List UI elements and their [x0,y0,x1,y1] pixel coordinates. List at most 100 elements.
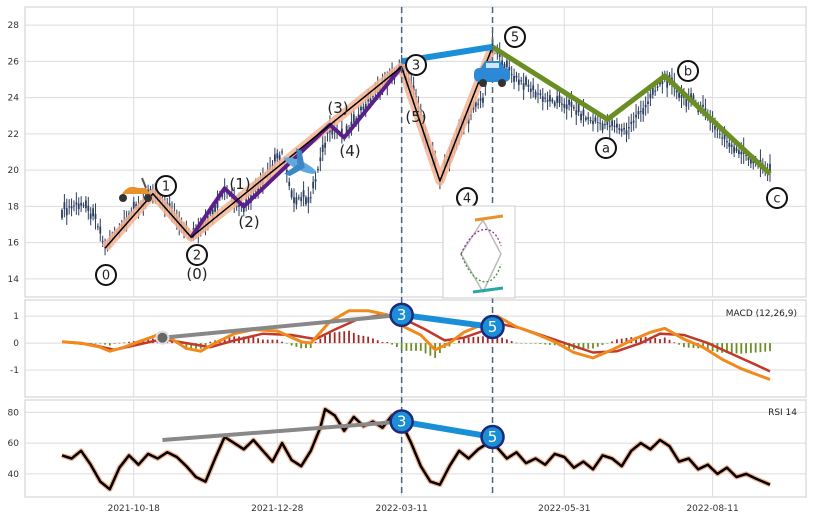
macd-histogram-bar [596,343,599,347]
macd-histogram-bar [266,339,269,344]
correction-label-c-text: c [773,192,780,207]
macd-histogram-bar [123,342,126,344]
macd-histogram-bar [424,343,427,354]
macd-histogram-bar [582,343,585,350]
macd-histogram-bar [673,342,676,344]
candle-body [345,125,348,134]
impulse-label-2-text: 2 [193,249,201,264]
candle-body [546,99,549,102]
inset-mark [474,214,504,222]
macd-histogram-bar [118,342,121,344]
candle-body [594,117,597,122]
macd-histogram-bar [601,343,604,345]
candle-body [290,190,293,198]
candle-body [666,80,669,88]
macd-histogram-bar [333,332,336,344]
candle-body [704,108,707,111]
macd-title: MACD (12,26,9) [726,309,797,319]
macd-histogram-bar [209,341,212,344]
candle-body [326,131,329,134]
macd-ytick-label: -1 [10,366,19,376]
candle-body [314,179,317,182]
candle-body [656,86,659,88]
candle-body [477,103,480,105]
macd-histogram-bar [529,343,532,344]
candle-body [281,151,283,153]
candle-body [749,159,752,164]
macd-histogram-bar [496,333,499,344]
candle-body [632,120,635,123]
candle-body [680,95,683,98]
car-icon [474,61,510,87]
candle-body [592,120,594,125]
candle-body [544,97,547,99]
candle-body [168,203,171,208]
impulse-label-1-text: 1 [162,180,170,195]
macd-histogram-bar [553,343,556,346]
macd-histogram-bar [453,343,456,344]
candle-body [752,161,755,164]
macd-histogram-bar [376,340,379,344]
macd-reference-line [162,312,402,340]
macd-histogram-bar [391,343,393,345]
impulse-label-5: 5 [504,26,526,48]
inset-curve [460,253,502,283]
candle-body [616,123,618,128]
candle-body [135,203,138,208]
candle-body [728,142,731,147]
macd-histogram-bar [104,343,106,345]
impulse-label-0-circle [95,264,117,286]
candle-body [702,104,704,107]
candle-body [350,121,353,126]
candle-body [503,63,506,71]
inset-curve [460,228,502,255]
candle-body [716,129,719,131]
macd-histogram-bar [587,343,590,349]
candle-body [730,144,733,147]
candle-body [80,202,83,206]
candle-body [101,240,104,242]
candle-body [613,125,616,127]
macd-histogram-bar [726,343,728,354]
candle-body [242,206,245,213]
rsi-line [61,407,771,491]
macd-histogram-bar [668,339,671,344]
candle-body [65,208,68,216]
candle-body [331,126,334,135]
candle-body [77,203,80,210]
macd-histogram-bar [410,343,413,351]
candle-body [623,127,625,130]
macd-histogram-bar [625,337,628,344]
macd-histogram-bar [328,332,331,344]
scooter-body [122,186,150,194]
candle-body [675,90,678,93]
candle-body [577,104,580,113]
sub-wave-label: (4) [339,142,360,160]
impulse-label-1-circle [155,175,177,197]
price-ytick-label: 26 [8,57,20,67]
rsi-reference-line [162,419,402,443]
macd-histogram-bar [606,343,609,344]
macd-ytick-label: 1 [13,312,19,322]
impulse-label-2-circle [186,244,208,266]
candle-body [479,98,482,101]
macd-histogram-bar [654,338,657,344]
candle-body [572,107,575,109]
impulse-label-3-circle [405,54,427,76]
candle-body [599,122,602,124]
price-ytick-label: 14 [8,275,20,285]
macd-histogram-bar [539,343,542,345]
candle-body [276,153,279,159]
candle-body [85,200,87,209]
macd-marker-5-circle [480,314,505,340]
macd-histogram-bar [745,343,747,354]
candle-body [321,144,324,152]
macd-histogram-bar [204,343,207,346]
candle-body [515,75,518,78]
price-ytick-label: 20 [8,166,20,176]
candle-body [510,74,513,76]
candle-body [582,109,585,116]
candle-body [82,204,85,206]
macd-histogram-bar [534,343,537,344]
macd-histogram-bar [300,343,303,349]
